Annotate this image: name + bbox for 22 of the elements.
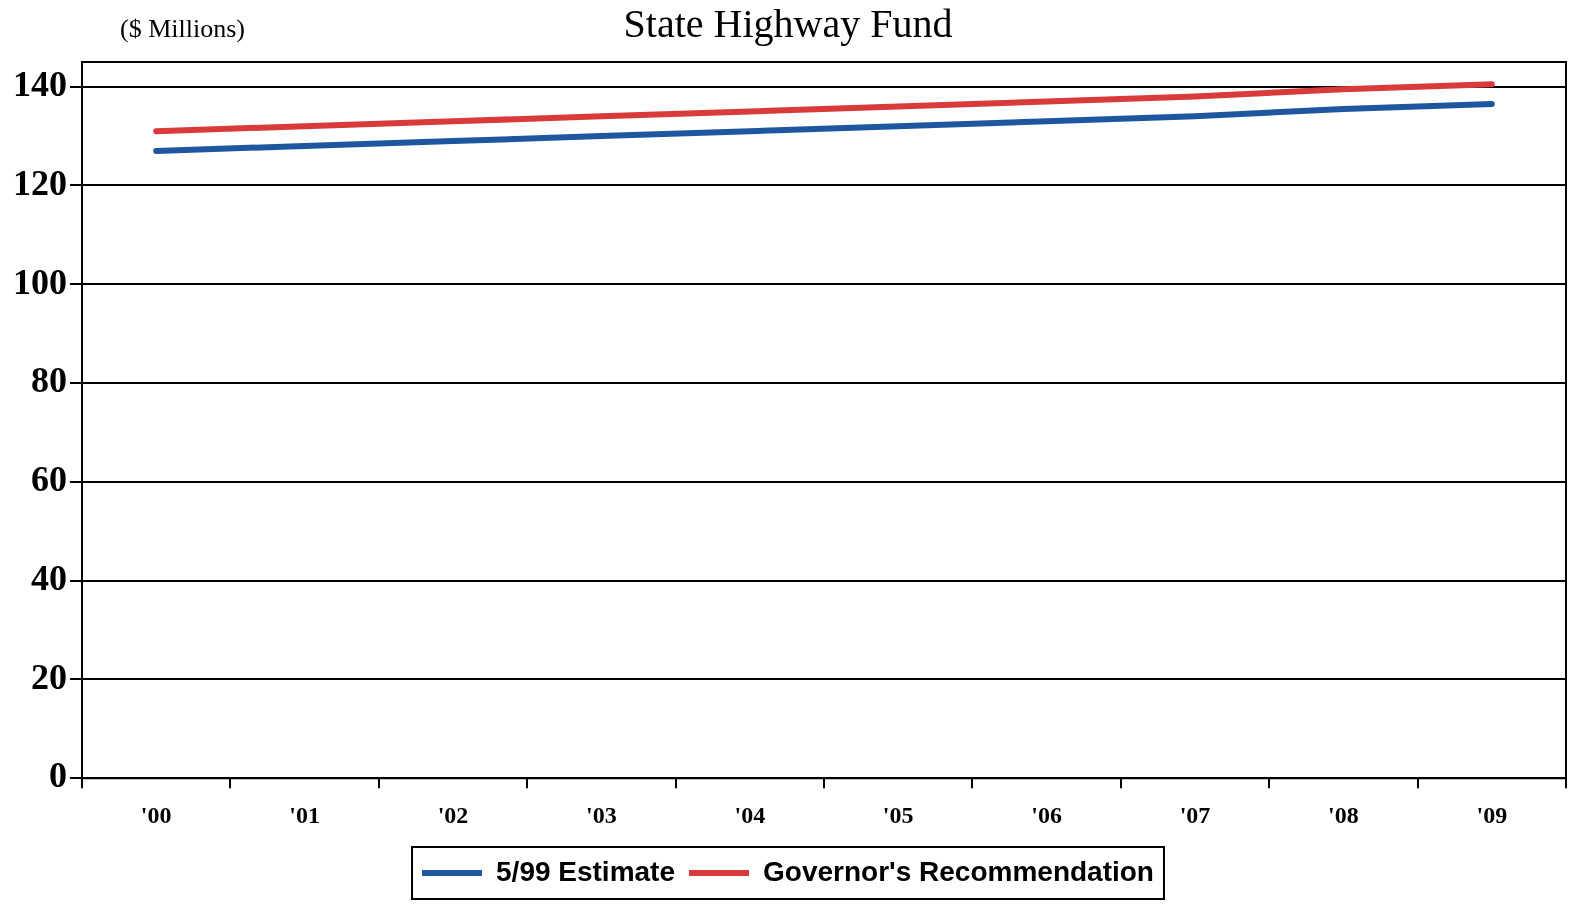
chart-title: State Highway Fund — [623, 0, 953, 46]
x-tick-label: '01 — [289, 801, 320, 828]
y-tick-label: 140 — [13, 63, 67, 104]
y-tick-label: 40 — [31, 557, 67, 598]
x-tick-label: '07 — [1179, 801, 1211, 828]
y-tick-label: 20 — [31, 656, 67, 697]
legend-label: Governor's Recommendation — [763, 855, 1154, 887]
y-tick-label: 0 — [49, 755, 67, 796]
x-tick-label: '04 — [734, 801, 766, 828]
y-tick-label: 100 — [13, 261, 67, 302]
x-tick-label: '00 — [140, 801, 172, 828]
x-tick-label: '09 — [1476, 801, 1508, 828]
legend-label: 5/99 Estimate — [496, 855, 676, 887]
y-tick-label: 80 — [31, 360, 67, 401]
x-tick-label: '08 — [1328, 801, 1359, 828]
y-tick-label: 60 — [31, 459, 67, 500]
x-tick-label: '06 — [1031, 801, 1062, 828]
x-tick-label: '05 — [882, 801, 914, 828]
y-axis-title: ($ Millions) — [120, 14, 245, 44]
x-tick-label: '02 — [437, 801, 469, 828]
y-tick-label: 120 — [13, 162, 67, 203]
x-tick-label: '03 — [586, 801, 617, 828]
